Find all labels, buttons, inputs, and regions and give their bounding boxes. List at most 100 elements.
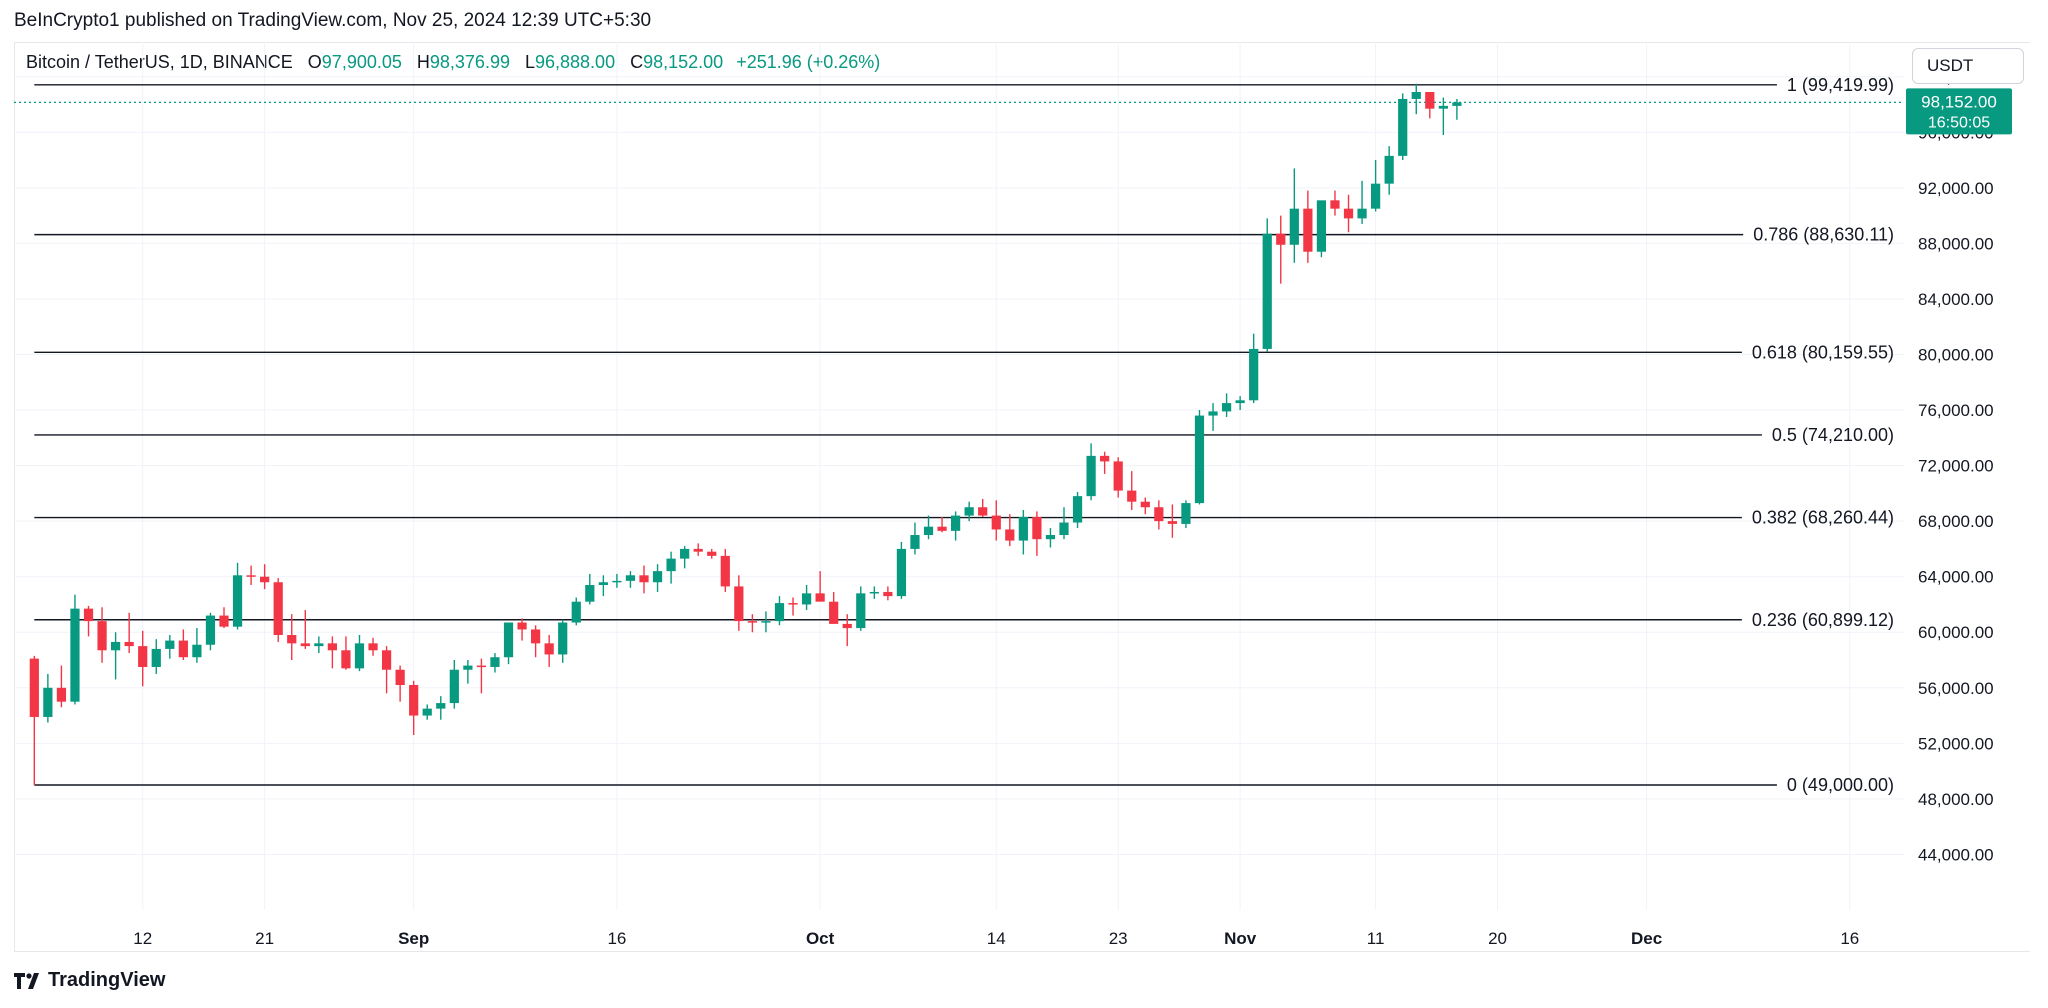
publisher-line: BeInCrypto1 published on TradingView.com… xyxy=(14,10,652,31)
countdown-label: 16:50:05 xyxy=(1928,114,1990,131)
fib-level-label: 0 (49,000.00) xyxy=(1787,775,1894,795)
candle-body xyxy=(720,555,730,587)
candle-body xyxy=(666,558,676,572)
candle-body xyxy=(1411,91,1421,99)
candle-body xyxy=(896,548,907,597)
candle-body xyxy=(612,580,622,583)
candle-body xyxy=(707,551,717,556)
candle-body xyxy=(734,586,744,622)
y-tick-label: 88,000.00 xyxy=(1918,234,1994,253)
open-label: O xyxy=(307,52,322,72)
candle-body xyxy=(693,548,703,552)
candle-body xyxy=(1398,98,1408,156)
candle-body xyxy=(991,515,1001,530)
fib-level-label: 0.5 (74,210.00) xyxy=(1772,425,1894,445)
symbol-legend: Bitcoin / TetherUS, 1D, BINANCE O97,900.… xyxy=(26,52,880,73)
candle-body xyxy=(531,629,541,644)
candle-body xyxy=(544,643,554,655)
candle-body xyxy=(1357,208,1367,219)
candle-body xyxy=(910,535,920,549)
candle-body xyxy=(260,576,270,583)
candle-body xyxy=(381,650,392,670)
candle-body xyxy=(1371,183,1381,209)
x-tick-label: 21 xyxy=(255,929,274,948)
fib-level-label: 0.786 (88,630.11) xyxy=(1753,225,1894,245)
candle-body xyxy=(1194,415,1205,504)
candle-body xyxy=(490,657,500,667)
tradingview-logo: TradingView xyxy=(14,969,165,992)
candle-body xyxy=(1452,102,1462,106)
candle-body xyxy=(774,603,785,622)
candle-body xyxy=(747,621,757,623)
x-tick-label: 23 xyxy=(1109,929,1128,948)
candle-body xyxy=(449,669,459,704)
candle-body xyxy=(43,687,53,717)
candle-body xyxy=(395,669,405,686)
last-price-label: 98,152.00 xyxy=(1921,92,1997,111)
x-tick-label: 12 xyxy=(133,929,152,948)
candle-body xyxy=(463,665,473,670)
candle-body xyxy=(327,643,337,651)
candle-body xyxy=(937,526,947,531)
candle-body xyxy=(1221,403,1232,412)
change-value: +251.96 (+0.26%) xyxy=(736,52,881,72)
candle-body xyxy=(476,665,487,668)
candle-body xyxy=(842,623,852,629)
candle-body xyxy=(571,601,581,623)
tradingview-brand: TradingView xyxy=(48,969,166,991)
candle-body xyxy=(124,641,134,647)
candle-body xyxy=(652,571,663,583)
candle-body xyxy=(1032,516,1042,540)
candle-body xyxy=(56,687,67,702)
candle-body xyxy=(138,646,148,667)
candle-body xyxy=(341,650,351,669)
y-tick-label: 44,000.00 xyxy=(1918,845,1994,864)
y-tick-label: 76,000.00 xyxy=(1918,401,1994,420)
candle-body xyxy=(1425,91,1435,109)
candle-body xyxy=(205,615,216,645)
close-value: 98,152.00 xyxy=(643,52,724,72)
candle-body xyxy=(314,643,324,647)
y-tick-label: 60,000.00 xyxy=(1918,623,1994,642)
candle-body xyxy=(151,648,161,667)
candle-body xyxy=(1249,348,1259,401)
candle-body xyxy=(287,635,297,644)
candle-body xyxy=(1316,200,1327,252)
candle-body xyxy=(1343,208,1354,219)
candle-body xyxy=(978,507,988,516)
candle-body xyxy=(111,641,121,651)
candle-body xyxy=(1330,200,1340,209)
last-price-badge xyxy=(1906,88,2012,135)
tradingview-logo-icon xyxy=(14,972,39,989)
candle-body xyxy=(1289,208,1299,245)
candle-body xyxy=(97,621,107,651)
x-tick-label: 16 xyxy=(607,929,626,948)
candle-body xyxy=(680,548,690,559)
candle-body xyxy=(801,593,812,605)
symbol-name[interactable]: Bitcoin / TetherUS, 1D, BINANCE xyxy=(26,52,293,72)
candle-body xyxy=(1276,233,1286,245)
candle-body xyxy=(503,622,514,658)
candle-body xyxy=(923,526,934,536)
close-label: C xyxy=(630,52,644,72)
x-tick-label: Nov xyxy=(1224,929,1257,948)
candle-body xyxy=(273,582,283,636)
candle-body xyxy=(368,643,378,651)
chart-pane[interactable] xyxy=(14,42,2030,952)
candle-body xyxy=(1100,455,1110,462)
candle-body xyxy=(1154,507,1164,522)
candle-body xyxy=(883,591,893,597)
fib-level-label: 0.382 (68,260.44) xyxy=(1752,508,1894,528)
candle-body xyxy=(1072,496,1083,523)
candle-body xyxy=(639,575,649,583)
currency-selector[interactable]: USDT xyxy=(1912,48,2024,84)
candle-body xyxy=(1181,503,1191,524)
candle-body xyxy=(585,585,595,602)
candle-body xyxy=(1208,411,1218,416)
candle-body xyxy=(422,708,432,716)
y-tick-label: 56,000.00 xyxy=(1918,679,1994,698)
candle-body xyxy=(1127,490,1137,502)
candle-body xyxy=(869,591,879,594)
high-label: H xyxy=(416,52,430,72)
